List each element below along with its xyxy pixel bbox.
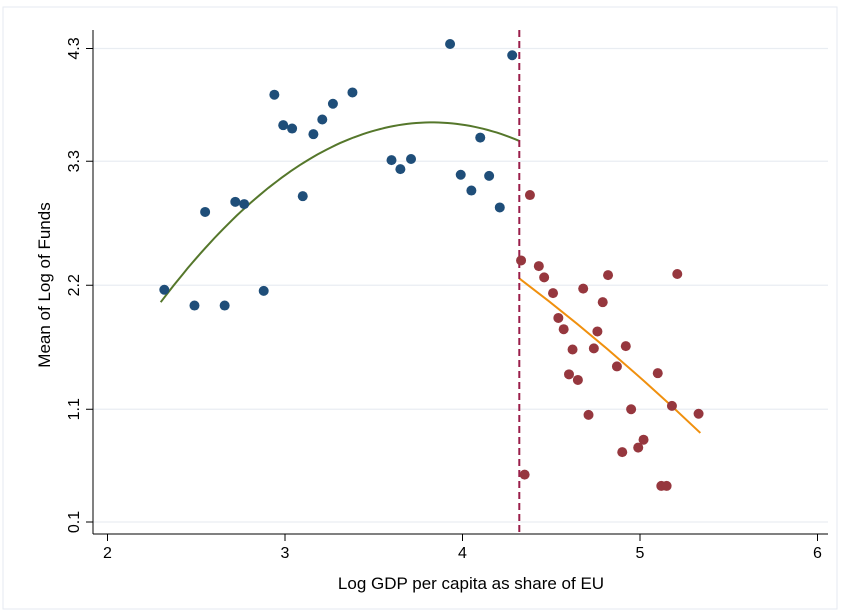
data-point-left	[258, 285, 269, 296]
data-point-left	[287, 123, 298, 134]
data-points	[159, 38, 704, 491]
x-tick-label: 4	[458, 545, 467, 562]
data-point-left	[494, 202, 505, 213]
data-point-right	[626, 404, 637, 415]
data-point-left	[395, 164, 406, 175]
data-point-right	[652, 368, 663, 379]
data-point-right	[592, 326, 603, 337]
y-tick-label: 0.1	[66, 511, 83, 533]
data-point-left	[189, 300, 200, 311]
data-point-right	[638, 434, 649, 445]
data-point-right	[672, 268, 683, 279]
y-tick-label: 1.1	[66, 398, 83, 420]
data-point-left	[297, 191, 308, 202]
data-point-right	[611, 361, 622, 372]
data-point-left	[484, 170, 495, 181]
data-point-right	[564, 369, 574, 380]
data-point-right	[516, 255, 527, 266]
data-point-left	[239, 199, 250, 210]
data-point-left	[466, 185, 477, 196]
x-tick-label: 3	[281, 545, 290, 562]
data-point-right	[558, 324, 569, 335]
data-point-right	[597, 297, 608, 308]
fit-lines	[159, 121, 702, 434]
data-point-right	[572, 374, 583, 385]
y-tick-label: 3.3	[66, 150, 83, 172]
data-point-left	[269, 89, 280, 100]
data-point-left	[507, 50, 518, 61]
fit-line-left	[159, 121, 520, 303]
data-point-left	[159, 284, 170, 295]
grid	[93, 47, 828, 523]
y-tick-label: 2.2	[66, 274, 83, 296]
chart-frame	[2, 6, 838, 610]
x-tick-label: 6	[813, 545, 822, 562]
data-point-left	[386, 155, 397, 166]
data-point-right	[661, 480, 672, 491]
data-point-left	[347, 87, 358, 98]
data-point-left	[317, 114, 328, 125]
data-point-left	[200, 206, 211, 217]
data-point-right	[693, 408, 704, 419]
data-point-left	[475, 132, 486, 143]
data-point-left	[327, 98, 338, 109]
fit-line-right	[518, 277, 702, 434]
data-point-right	[553, 312, 564, 323]
data-point-right	[620, 341, 631, 352]
x-tick-label: 5	[636, 545, 645, 562]
data-point-right	[519, 469, 530, 480]
data-point-left	[308, 129, 319, 140]
data-point-left	[455, 169, 466, 180]
data-point-right	[588, 343, 599, 354]
data-point-right	[524, 190, 535, 201]
y-tick-label: 4.3	[66, 37, 83, 59]
data-point-left	[219, 300, 230, 311]
data-point-right	[603, 270, 614, 281]
data-point-right	[617, 447, 628, 458]
data-point-right	[539, 272, 550, 283]
x-axis-title: Log GDP per capita as share of EU	[338, 574, 604, 593]
data-point-right	[583, 409, 594, 420]
data-point-right	[666, 400, 677, 411]
axes	[86, 30, 828, 541]
data-point-left	[445, 38, 456, 49]
data-point-right	[633, 442, 644, 453]
tick-labels: 0.1 1.1 2.2 3.3 4.3 2 3 4 5 6	[66, 37, 822, 562]
data-point-left	[406, 153, 417, 164]
x-tick-label: 2	[103, 545, 112, 562]
data-point-right	[548, 288, 559, 299]
data-point-left	[230, 196, 241, 207]
data-point-right	[567, 344, 578, 355]
data-point-left	[278, 120, 289, 131]
y-axis-title: Mean of Log of Funds	[35, 202, 54, 367]
data-point-right	[578, 283, 589, 294]
data-point-right	[533, 261, 544, 272]
